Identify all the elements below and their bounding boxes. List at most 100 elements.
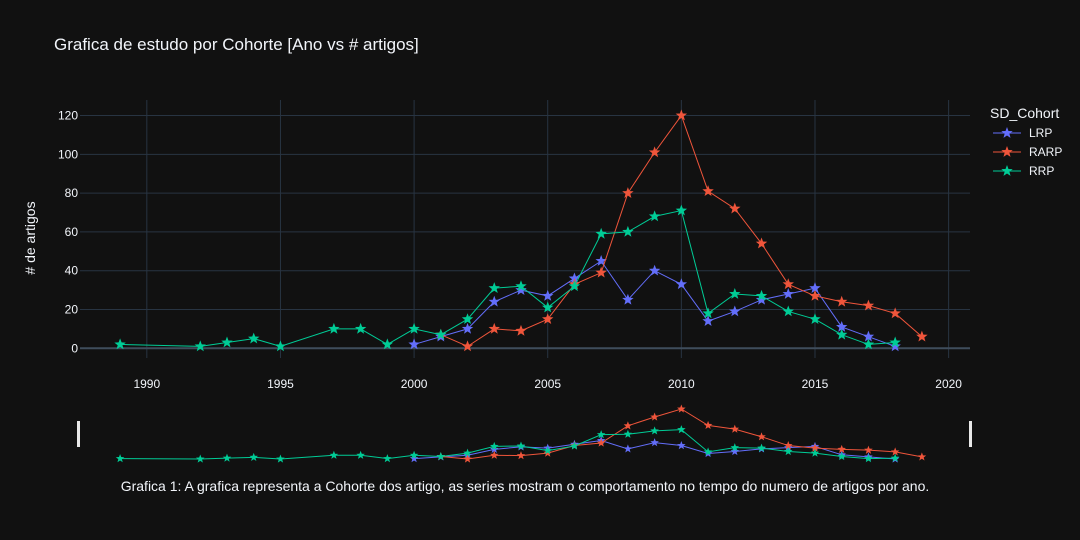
slider-line-rrp: [120, 429, 896, 460]
slider-point-rrp: [115, 454, 125, 463]
slider-point-rarp: [810, 443, 820, 452]
data-point-rrp[interactable]: [221, 336, 233, 348]
x-gridlines: [146, 100, 950, 358]
data-point-rarp[interactable]: [755, 237, 768, 249]
data-point-lrp[interactable]: [461, 322, 474, 334]
data-point-rrp[interactable]: [568, 280, 581, 292]
slider-point-rrp: [677, 425, 686, 434]
legend-item-lrp[interactable]: LRP: [993, 126, 1052, 140]
slider-series-rrp: [115, 425, 900, 463]
data-point-rarp[interactable]: [648, 146, 661, 158]
series-lrp[interactable]: [408, 255, 901, 352]
data-point-rrp[interactable]: [622, 225, 634, 237]
slider-point-rrp: [596, 430, 606, 439]
data-point-lrp[interactable]: [595, 255, 607, 266]
data-point-rrp[interactable]: [515, 280, 527, 292]
data-point-rarp[interactable]: [675, 109, 688, 121]
slider-point-rarp: [489, 450, 499, 459]
data-point-lrp[interactable]: [809, 282, 821, 294]
data-point-rrp[interactable]: [595, 227, 607, 239]
data-point-rrp[interactable]: [488, 282, 500, 294]
data-point-lrp[interactable]: [755, 293, 768, 305]
data-point-lrp[interactable]: [862, 330, 875, 342]
data-point-rarp[interactable]: [488, 322, 500, 334]
legend[interactable]: SD_Cohort LRP RARP RRP: [990, 105, 1062, 178]
data-point-lrp[interactable]: [648, 264, 661, 276]
data-point-rrp[interactable]: [809, 313, 821, 325]
data-point-rarp[interactable]: [782, 278, 794, 290]
range-slider-right-handle[interactable]: [969, 421, 972, 447]
data-point-rrp[interactable]: [675, 204, 688, 216]
data-point-lrp[interactable]: [782, 287, 794, 299]
data-point-rarp[interactable]: [702, 185, 714, 197]
data-point-rrp[interactable]: [782, 305, 794, 317]
data-point-rrp[interactable]: [274, 340, 287, 352]
data-point-rrp[interactable]: [836, 328, 848, 340]
data-point-rarp[interactable]: [916, 330, 928, 342]
data-point-rrp[interactable]: [408, 322, 420, 334]
legend-label-rarp: RARP: [1029, 145, 1062, 159]
data-point-lrp[interactable]: [542, 289, 554, 301]
series-line-rrp: [120, 209, 896, 347]
data-point-rrp[interactable]: [435, 328, 447, 340]
chart-title: Grafica de estudo por Cohorte [Ano vs # …: [54, 35, 419, 54]
data-point-rrp[interactable]: [354, 322, 367, 334]
legend-item-rarp[interactable]: RARP: [993, 145, 1062, 159]
data-point-rarp[interactable]: [542, 313, 554, 325]
data-point-rarp[interactable]: [515, 324, 527, 336]
data-point-rrp[interactable]: [729, 287, 741, 299]
data-point-rrp[interactable]: [542, 301, 554, 313]
plot-area[interactable]: [114, 109, 928, 352]
data-point-rarp[interactable]: [595, 266, 607, 278]
data-point-rrp[interactable]: [862, 338, 875, 350]
data-point-rrp[interactable]: [648, 210, 661, 222]
data-point-lrp[interactable]: [702, 315, 714, 326]
data-point-rrp[interactable]: [194, 340, 206, 352]
slider-point-rrp: [757, 443, 766, 452]
slider-point-rarp: [677, 404, 686, 413]
data-point-rarp[interactable]: [622, 187, 634, 198]
data-point-rrp[interactable]: [328, 322, 340, 334]
data-point-rrp[interactable]: [755, 289, 768, 301]
slider-point-rrp: [516, 441, 526, 450]
data-point-lrp[interactable]: [488, 295, 500, 307]
data-point-rrp[interactable]: [381, 338, 394, 350]
data-point-rarp[interactable]: [809, 289, 821, 301]
range-slider-left-handle[interactable]: [77, 421, 80, 447]
legend-item-rrp[interactable]: RRP: [993, 164, 1054, 178]
slider-point-rarp: [730, 424, 740, 433]
x-tick-label: 2005: [534, 377, 561, 391]
slider-point-rrp: [570, 441, 579, 450]
data-point-lrp[interactable]: [515, 284, 527, 295]
range-slider[interactable]: [77, 404, 972, 463]
data-point-lrp[interactable]: [729, 305, 741, 317]
data-point-rrp[interactable]: [248, 332, 260, 344]
data-point-lrp[interactable]: [889, 340, 901, 352]
data-point-rrp[interactable]: [702, 307, 714, 319]
slider-point-rrp: [730, 443, 740, 452]
data-point-lrp[interactable]: [622, 293, 634, 305]
data-point-rrp[interactable]: [114, 338, 126, 350]
data-point-lrp[interactable]: [675, 278, 688, 290]
data-point-rrp[interactable]: [889, 336, 901, 348]
y-axis-ticks: 0 20 40 60 80 100 120: [58, 109, 78, 356]
x-tick-label: 2015: [802, 377, 829, 391]
data-point-rrp[interactable]: [461, 313, 474, 325]
legend-marker-rrp: [1001, 165, 1013, 176]
data-point-lrp[interactable]: [568, 272, 581, 284]
slider-point-rarp: [864, 445, 873, 454]
data-point-lrp[interactable]: [836, 320, 848, 332]
series-rrp[interactable]: [114, 204, 901, 352]
slider-point-lrp: [730, 446, 740, 456]
data-point-rarp[interactable]: [461, 340, 474, 352]
data-point-rarp[interactable]: [889, 307, 901, 319]
x-axis-ticks: 1990 1995 2000 2005 2010 2015 2020: [133, 377, 962, 391]
slider-point-lrp: [489, 444, 499, 453]
data-point-rarp[interactable]: [836, 295, 848, 307]
data-point-lrp[interactable]: [408, 338, 420, 350]
data-point-rarp[interactable]: [729, 202, 741, 214]
legend-title: SD_Cohort: [990, 105, 1059, 121]
legend-marker-lrp: [1001, 127, 1013, 138]
data-point-rarp[interactable]: [862, 299, 875, 311]
